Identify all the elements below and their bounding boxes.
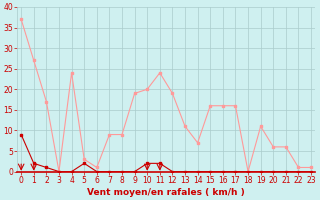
X-axis label: Vent moyen/en rafales ( km/h ): Vent moyen/en rafales ( km/h ) [87, 188, 245, 197]
